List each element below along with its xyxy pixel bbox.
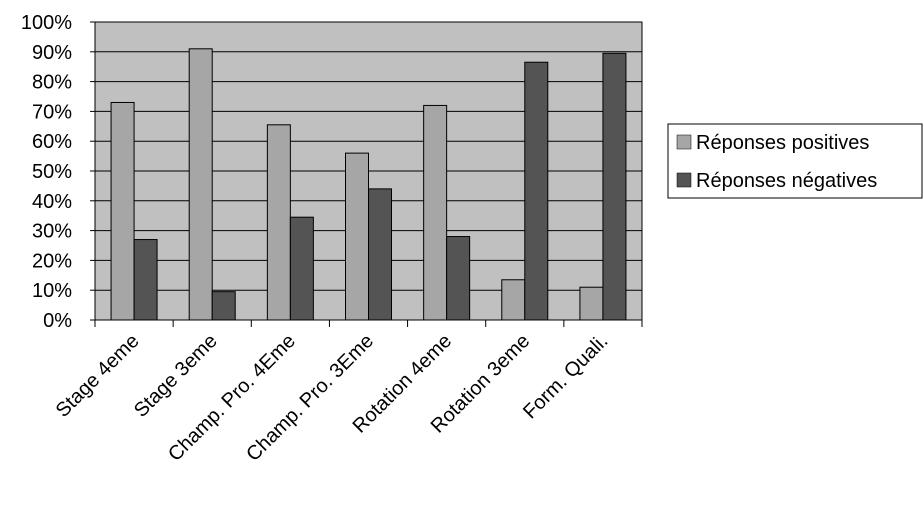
bar-positive	[345, 152, 369, 321]
bar-negative	[289, 216, 314, 321]
legend-label: Réponses positives	[696, 132, 869, 154]
y-tick-label: 80%	[32, 72, 72, 94]
y-tick-label: 60%	[32, 131, 72, 153]
bar-negative	[524, 61, 549, 321]
legend-label: Réponses négatives	[696, 170, 877, 192]
bar-negative	[133, 239, 158, 321]
y-tick-label: 0%	[43, 310, 72, 332]
y-tick-label: 100%	[21, 12, 72, 34]
y-tick-label: 40%	[32, 191, 72, 213]
legend-swatch	[676, 134, 692, 150]
bar-positive	[423, 104, 448, 321]
bar-negative	[602, 52, 627, 321]
y-tick-label: 50%	[32, 161, 72, 183]
y-tick-label: 20%	[32, 250, 72, 272]
bar-positive	[579, 286, 604, 321]
x-tick-label: Form. Quali.	[519, 330, 612, 423]
legend-box	[667, 123, 923, 199]
y-tick-label: 10%	[32, 280, 72, 302]
bar-positive	[188, 48, 213, 321]
legend-swatch	[676, 172, 692, 188]
bars	[110, 48, 627, 321]
legend: Réponses positives Réponses négatives	[667, 123, 923, 199]
bar-positive	[501, 279, 526, 321]
y-tick-label: 70%	[32, 101, 72, 123]
y-tick-label: 90%	[32, 42, 72, 64]
bar-negative	[211, 291, 236, 321]
bar-positive	[266, 124, 291, 321]
y-tick-label: 30%	[32, 221, 72, 243]
bar-negative	[368, 188, 392, 321]
bar-positive	[110, 101, 135, 321]
gridlines	[95, 51, 642, 291]
y-axis: 0% 10% 20% 30% 40% 50% 60% 70% 80% 90% 100%	[21, 12, 96, 332]
x-tick-label: Stage 4eme	[52, 330, 144, 422]
bar-negative	[446, 236, 471, 321]
